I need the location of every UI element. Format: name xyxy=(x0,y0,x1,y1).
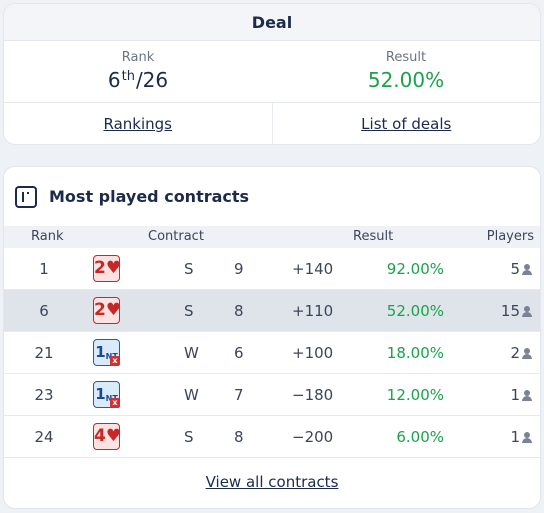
most-played-header: Most played contracts xyxy=(4,167,540,226)
row-score: −200 xyxy=(292,428,334,446)
person-icon xyxy=(522,347,532,359)
players-count: 1 xyxy=(510,428,520,446)
rank-number: 6 xyxy=(107,68,121,92)
contract-level: 4 xyxy=(94,426,106,446)
contract-suit: ♥ xyxy=(105,258,122,278)
contract-level: 1 xyxy=(95,385,106,403)
contracts-icon xyxy=(15,185,37,208)
row-tricks: 8 xyxy=(234,302,244,320)
most-played-title: Most played contracts xyxy=(49,187,250,206)
row-declarer: W xyxy=(184,344,199,362)
row-declarer: S xyxy=(184,302,194,320)
person-icon xyxy=(522,263,532,275)
row-rank: 6 xyxy=(39,302,49,320)
rank-total: /26 xyxy=(135,68,169,92)
col-result: Result xyxy=(353,229,394,244)
contract-badge: 1NTx xyxy=(93,339,120,366)
row-declarer: W xyxy=(184,386,199,404)
players-count: 5 xyxy=(510,260,520,278)
row-rank: 24 xyxy=(34,428,54,446)
result-stat: Result 52.00% xyxy=(272,41,540,102)
contract-badge: 2♥ xyxy=(93,297,122,324)
row-score: +100 xyxy=(292,344,334,362)
col-players: Players xyxy=(486,229,534,244)
row-players: 2 xyxy=(510,344,532,362)
contract-level: 1 xyxy=(95,343,106,361)
table-row[interactable]: 23 1NTx W 7 −180 12.00% 1 xyxy=(4,374,540,416)
row-result: 18.00% xyxy=(386,344,444,362)
row-result: 52.00% xyxy=(386,302,444,320)
table-row[interactable]: 24 4♥ S 8 −200 6.00% 1 xyxy=(4,416,540,458)
view-all-contracts-link[interactable]: View all contracts xyxy=(205,472,339,491)
row-players: 1 xyxy=(510,428,532,446)
rank-stat: Rank 6th/26 xyxy=(4,41,272,102)
row-rank: 23 xyxy=(34,386,54,404)
players-count: 1 xyxy=(510,386,520,404)
person-icon xyxy=(522,305,532,317)
rankings-link[interactable]: Rankings xyxy=(103,114,173,133)
row-score: −180 xyxy=(292,386,334,404)
row-rank: 1 xyxy=(39,260,49,278)
row-rank: 21 xyxy=(34,344,54,362)
contract-badge: 1NTx xyxy=(93,381,120,408)
contract-level: 2 xyxy=(94,258,106,278)
rank-label: Rank xyxy=(121,50,155,65)
doubled-marker: x xyxy=(110,398,120,408)
row-score: +110 xyxy=(292,302,334,320)
col-contract: Contract xyxy=(148,229,204,244)
row-result: 12.00% xyxy=(386,386,444,404)
row-result: 92.00% xyxy=(386,260,444,278)
row-declarer: S xyxy=(184,428,194,446)
list-of-deals-link[interactable]: List of deals xyxy=(271,103,541,144)
rank-suffix: th xyxy=(121,69,135,84)
row-players: 1 xyxy=(510,386,532,404)
contract-badge: 4♥ xyxy=(93,423,122,450)
deal-title: Deal xyxy=(4,4,540,41)
players-count: 2 xyxy=(510,344,520,362)
col-rank: Rank xyxy=(31,229,64,244)
result-value: 52.00% xyxy=(367,68,445,92)
deal-card: Deal Rank 6th/26 Result 52.00% Rankings … xyxy=(3,3,541,145)
contract-badge: 2♥ xyxy=(93,255,122,282)
result-label: Result xyxy=(385,50,427,65)
most-played-card: Most played contracts Rank Contract Resu… xyxy=(3,166,541,509)
doubled-marker: x xyxy=(110,356,120,366)
person-icon xyxy=(522,389,532,401)
row-score: +140 xyxy=(292,260,334,278)
contracts-table-body: 12♥S9+14092.00%562♥S8+11052.00%15211NTxW… xyxy=(4,248,540,458)
person-icon xyxy=(522,431,532,443)
table-row[interactable]: 1 2♥ S 9 +140 92.00% 5 xyxy=(4,248,540,290)
row-players: 5 xyxy=(510,260,532,278)
table-row[interactable]: 21 1NTx W 6 +100 18.00% 2 xyxy=(4,332,540,374)
row-players: 15 xyxy=(501,302,532,320)
contract-level: 2 xyxy=(94,300,106,320)
row-result: 6.00% xyxy=(396,428,444,446)
deal-links: Rankings List of deals xyxy=(4,103,540,144)
players-count: 15 xyxy=(500,302,520,320)
row-tricks: 8 xyxy=(234,428,244,446)
row-declarer: S xyxy=(184,260,194,278)
contract-suit: ♥ xyxy=(105,300,122,320)
table-row[interactable]: 6 2♥ S 8 +110 52.00% 15 xyxy=(4,290,540,332)
table-header: Rank Contract Result Players xyxy=(4,226,540,248)
contract-suit: ♥ xyxy=(105,426,122,446)
row-tricks: 6 xyxy=(234,344,244,362)
rank-value: 6th/26 xyxy=(108,68,168,92)
deal-stats: Rank 6th/26 Result 52.00% xyxy=(4,41,540,103)
row-tricks: 9 xyxy=(234,260,244,278)
row-tricks: 7 xyxy=(234,386,244,404)
